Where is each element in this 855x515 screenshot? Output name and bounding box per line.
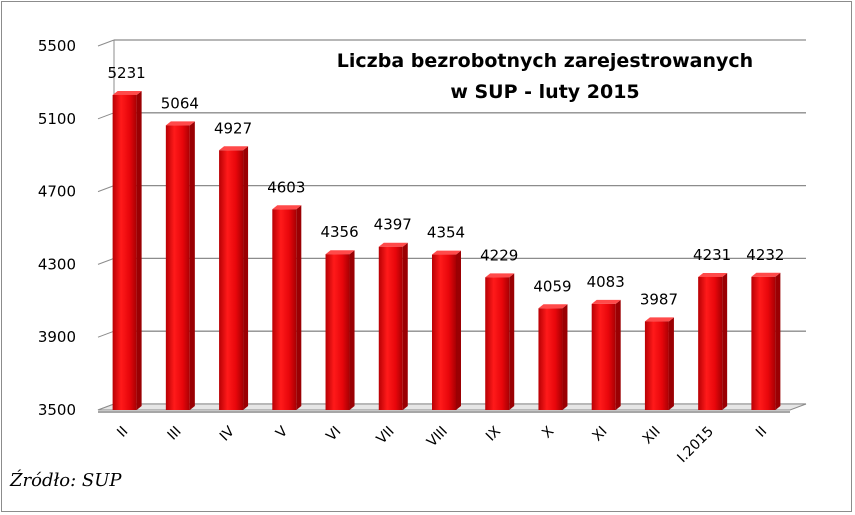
- bar: [219, 150, 244, 410]
- x-tick-label: II: [114, 424, 131, 441]
- y-tick-label: 5100: [38, 110, 76, 128]
- bar-side: [775, 272, 781, 410]
- x-tick-label: VIII: [424, 424, 451, 451]
- bar-side: [722, 272, 728, 410]
- x-tick-label: V: [273, 423, 291, 441]
- data-label: 5231: [108, 64, 146, 82]
- bar: [272, 209, 297, 410]
- data-label: 5064: [161, 94, 199, 112]
- chart-title-line-1: Liczba bezrobotnych zarejestrowanych: [337, 50, 753, 72]
- bar: [591, 303, 616, 410]
- bar: [165, 125, 190, 411]
- bar-side: [402, 242, 408, 410]
- gridline-depth: [97, 185, 115, 193]
- chart-title: Liczba bezrobotnych zarejestrowanych w S…: [337, 50, 753, 103]
- bar-side: [296, 205, 302, 410]
- bars: [112, 90, 781, 411]
- source-note: Źródło: SUP: [10, 470, 122, 491]
- data-label: 4059: [533, 277, 571, 295]
- x-tick-label: III: [165, 424, 185, 444]
- bar-side: [615, 299, 621, 410]
- bar-top: [698, 272, 728, 277]
- bar-side: [668, 317, 674, 410]
- bar-side: [189, 121, 195, 411]
- x-tick-label: IV: [217, 423, 238, 444]
- bar-side: [509, 273, 515, 410]
- bar: [485, 277, 510, 410]
- data-label: 4232: [746, 246, 784, 264]
- bar: [378, 246, 403, 410]
- x-tick-label: VI: [323, 424, 344, 445]
- data-label: 4927: [214, 119, 252, 137]
- bar: [751, 276, 776, 410]
- bar-side: [562, 304, 568, 410]
- data-label: 4397: [374, 216, 412, 234]
- bar-top: [591, 299, 621, 304]
- x-tick-label: XI: [589, 424, 610, 445]
- bar-top: [644, 317, 674, 322]
- bar-side: [349, 250, 355, 410]
- data-label: 4083: [587, 273, 625, 291]
- y-tick-label: 3900: [38, 328, 76, 346]
- bar-top: [165, 121, 195, 126]
- bar-top: [112, 90, 142, 95]
- bar-top: [272, 205, 302, 210]
- y-axis-ticks: 3500 3900 4300 4700 5100 5500: [38, 37, 76, 419]
- x-axis-ticks: II III IV V VI VII VIII IX X XI XII I.2015 II: [114, 423, 770, 466]
- bar: [112, 94, 137, 410]
- bar-side: [456, 250, 461, 410]
- gridline-depth: [97, 257, 115, 265]
- data-label: 4231: [693, 246, 731, 264]
- bar-top: [432, 250, 461, 255]
- bar-top: [751, 272, 781, 277]
- y-tick-label: 5500: [38, 37, 76, 55]
- gridline-depth: [97, 112, 115, 120]
- chart-title-line-2: w SUP - luty 2015: [450, 81, 639, 103]
- x-tick-label: II: [753, 424, 770, 441]
- y-tick-label: 4700: [38, 183, 76, 201]
- data-label: 4354: [427, 224, 465, 242]
- bar: [698, 276, 723, 410]
- x-tick-label: IX: [483, 423, 504, 444]
- bar-side: [136, 90, 142, 410]
- x-tick-label: XII: [640, 424, 664, 448]
- data-labels: 5231 5064 4927 4603 4356 4397 4354 4229 4059 4083…: [108, 64, 785, 308]
- x-tick-label: I.2015: [674, 424, 717, 467]
- bar-top: [219, 146, 249, 151]
- bar-top: [378, 242, 408, 247]
- y-tick-label: 4300: [38, 255, 76, 273]
- bar: [538, 308, 563, 410]
- bar: [644, 321, 669, 410]
- data-label: 4356: [320, 223, 358, 241]
- bar-top: [325, 250, 355, 255]
- bar-side: [243, 146, 249, 410]
- x-tick-label: X: [539, 423, 557, 441]
- bar: [325, 254, 350, 410]
- x-tick-label: VII: [374, 424, 398, 448]
- gridline-depth: [97, 330, 115, 338]
- data-label: 3987: [640, 290, 678, 308]
- bar-top: [538, 304, 568, 309]
- y-tick-label: 3500: [38, 401, 76, 419]
- bar: [432, 254, 456, 410]
- data-label: 4603: [267, 178, 305, 196]
- data-label: 4229: [480, 246, 518, 264]
- gridline-depth: [97, 39, 115, 47]
- bar-top: [485, 273, 515, 278]
